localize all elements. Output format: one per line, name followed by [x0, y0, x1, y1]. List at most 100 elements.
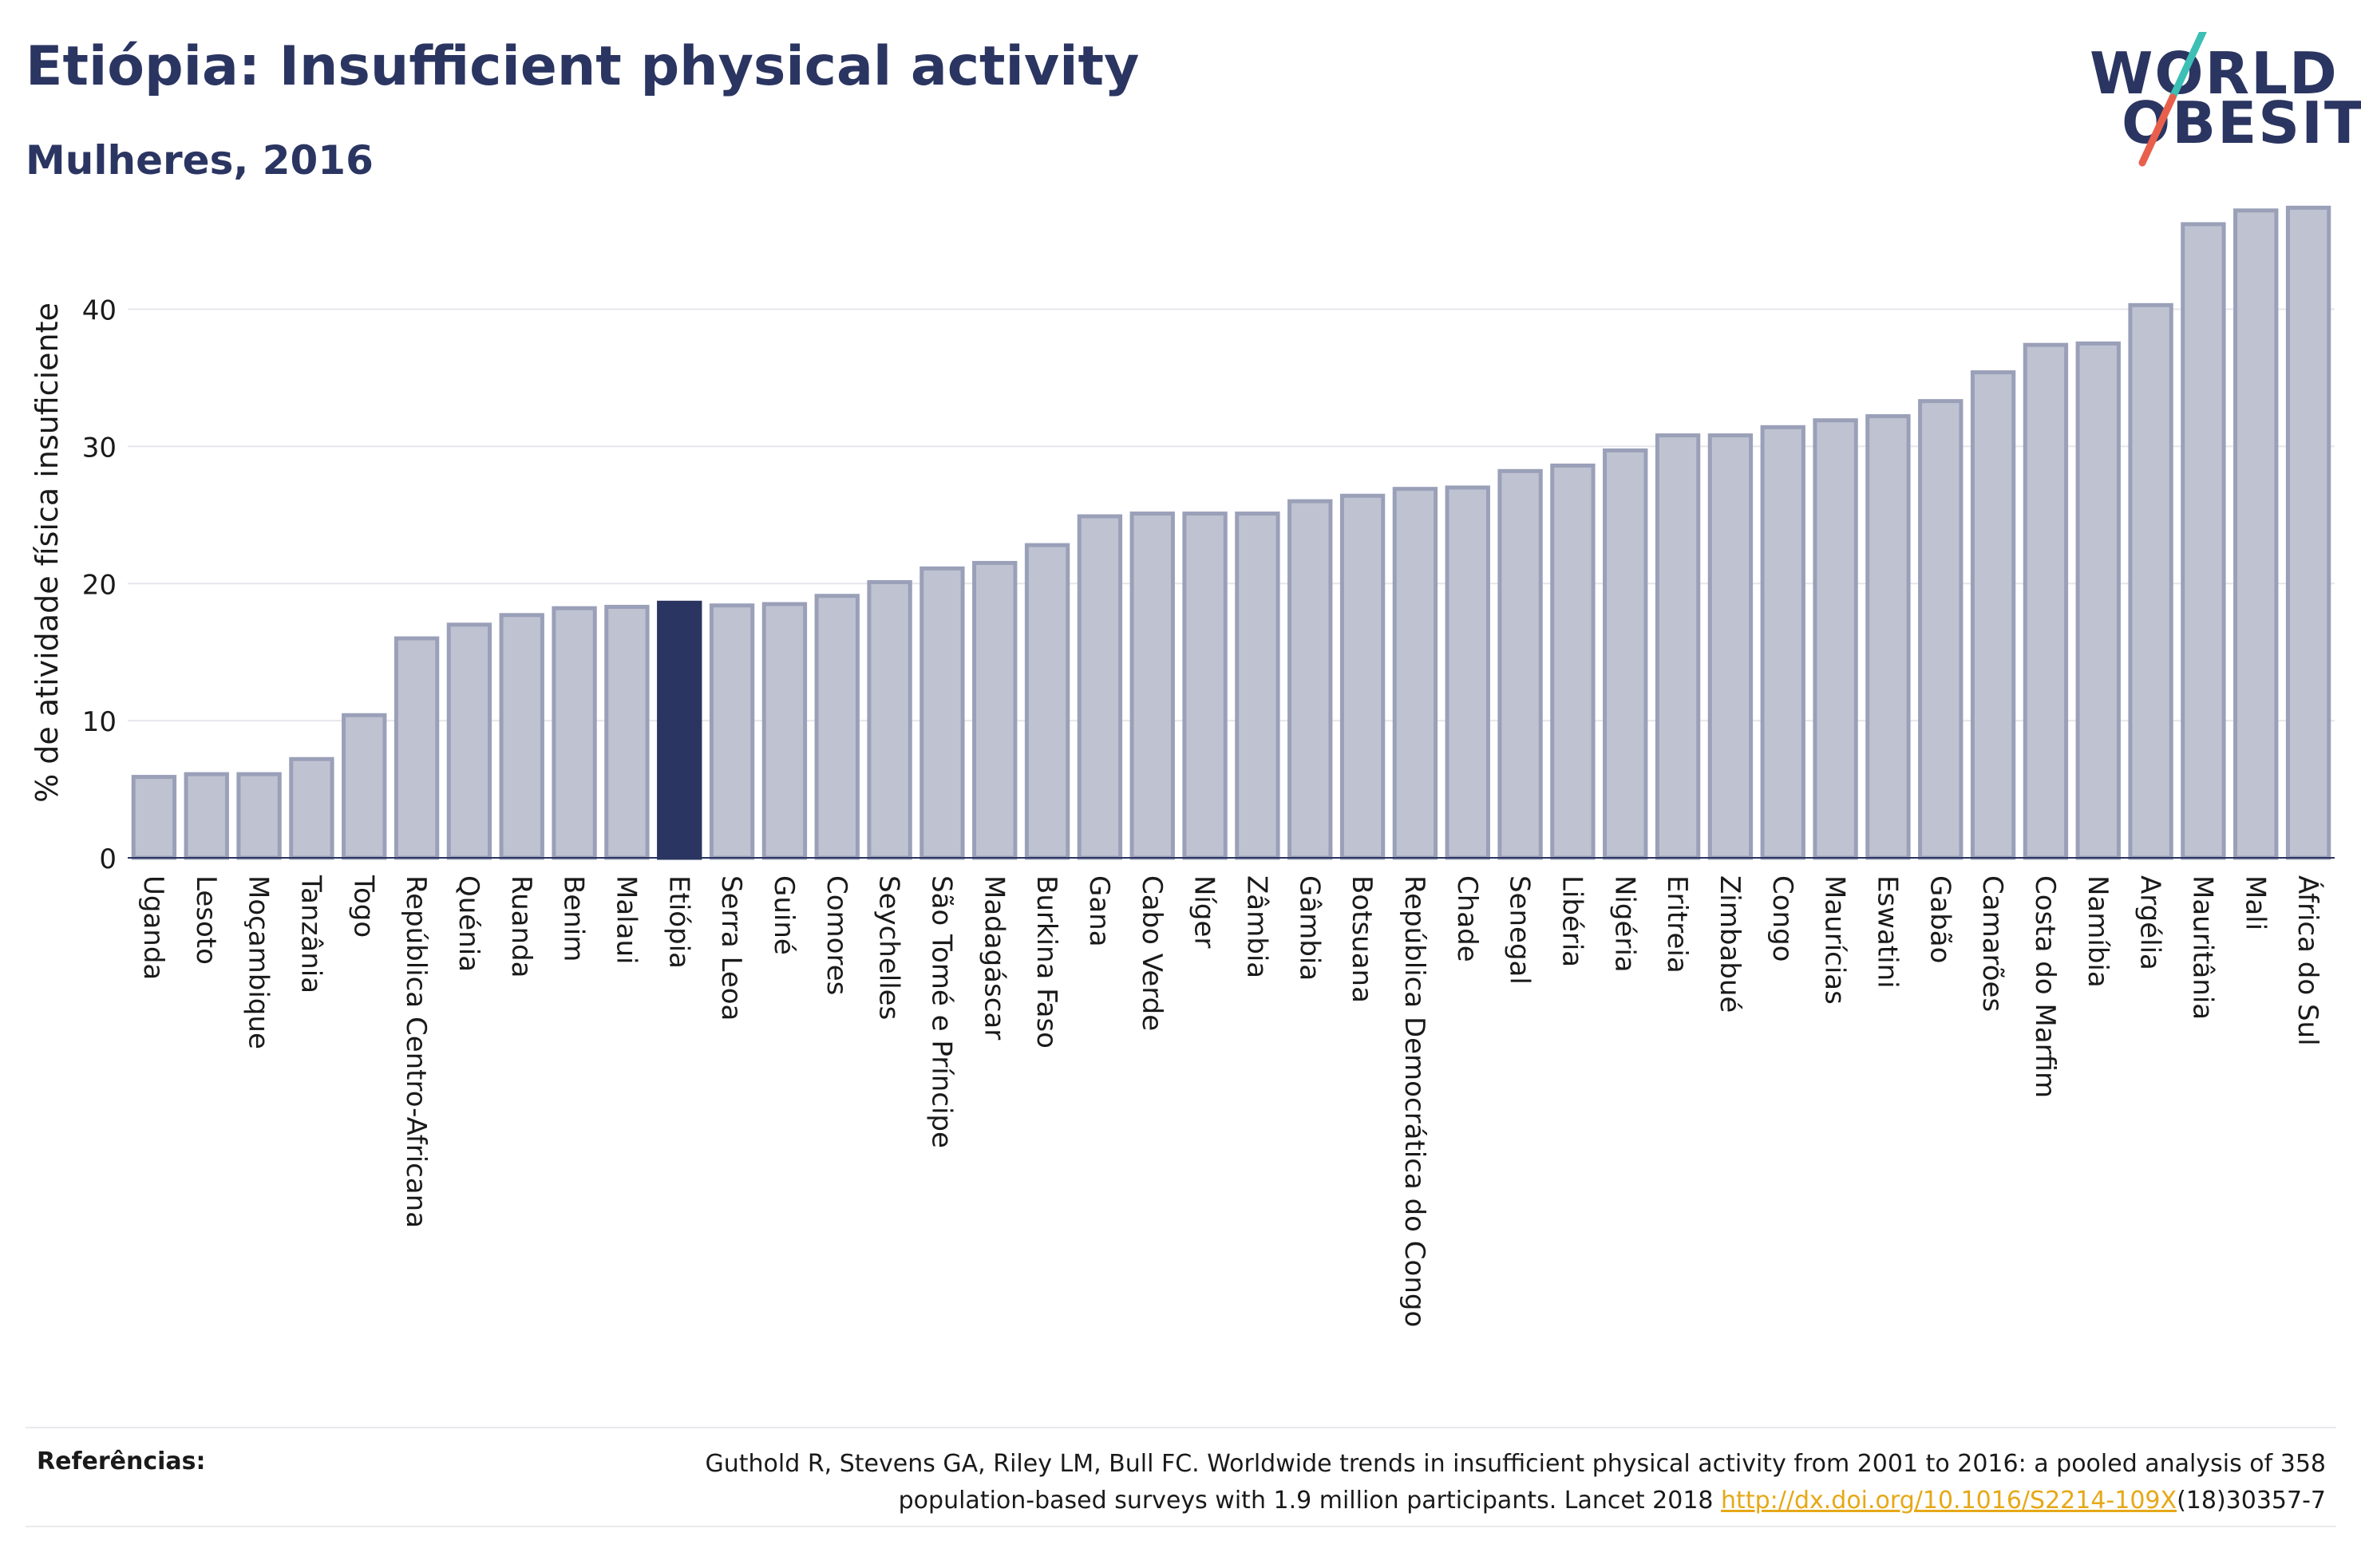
x-tick-label: Senegal	[1504, 875, 1536, 985]
x-tick-label: Mauritânia	[2186, 875, 2218, 1020]
bar	[289, 756, 334, 860]
reference-line-2-suffix: (18)30357-7	[2177, 1487, 2326, 1515]
x-tick-label: Namíbia	[2082, 875, 2114, 988]
x-tick-label: Gabão	[1924, 875, 1956, 963]
x-tick-label: São Tomé e Príncipe	[925, 875, 957, 1148]
logo-slash-icon	[2138, 32, 2207, 167]
x-tick-label: Gana	[1083, 875, 1115, 947]
x-tick-label: Benim	[558, 875, 590, 962]
x-tick-label: Botsuana	[1346, 875, 1378, 1003]
bar	[1287, 499, 1333, 860]
bar	[394, 636, 440, 860]
bar	[867, 580, 912, 860]
logo-text-world: WORLD	[2090, 40, 2339, 107]
bar	[1024, 543, 1070, 860]
bar	[1760, 425, 1805, 860]
x-tick-label: Congo	[1766, 875, 1798, 962]
bar	[1550, 463, 1596, 860]
bar	[1813, 418, 1858, 860]
x-tick-label: Eswatini	[1871, 875, 1903, 989]
bar	[761, 602, 808, 860]
bar	[972, 560, 1018, 860]
bar	[1603, 448, 1648, 860]
bar	[2285, 205, 2331, 860]
x-tick-label: Maurícias	[1819, 875, 1851, 1005]
bar-chart: 0 10 20 30 40 Uganda Lesoto Moçambique Tanzânia…	[30, 205, 2335, 1327]
bar	[2023, 342, 2069, 860]
bar	[919, 566, 965, 860]
x-tick-label: Chade	[1451, 875, 1483, 962]
reference-line-2: population-based surveys with 1.9 millio…	[490, 1483, 2326, 1519]
x-tick-label: África do Sul	[2292, 875, 2324, 1046]
x-tick-label: Costa do Marfim	[2029, 875, 2061, 1098]
bar	[1129, 511, 1175, 860]
bar	[1392, 487, 1438, 860]
bar	[1235, 511, 1280, 860]
x-tick-label: Seychelles	[873, 875, 905, 1020]
x-tick-label: Uganda	[137, 875, 169, 980]
x-tick-label: Madagáscar	[978, 875, 1010, 1040]
references-divider-top	[26, 1427, 2336, 1428]
x-tick-label: Libéria	[1556, 875, 1588, 967]
x-tick-label: República Democrática do Congo	[1398, 875, 1430, 1327]
bar	[1077, 514, 1123, 860]
y-tick-label: 30	[82, 432, 117, 464]
x-tick-label: Ruanda	[505, 875, 537, 978]
x-tick-label: Lesoto	[190, 875, 222, 965]
x-tick-label: Moçambique	[243, 875, 275, 1049]
x-tick-label: Zimbabué	[1714, 875, 1746, 1013]
world-obesity-logo: WORLD OBESITY	[2083, 32, 2361, 168]
bar	[604, 604, 650, 860]
y-tick-label: 10	[82, 706, 117, 738]
x-tick-label: Burkina Faso	[1030, 875, 1062, 1049]
x-tick-label: Guiné	[768, 875, 800, 955]
x-tick-label: Eritreia	[1661, 875, 1693, 974]
x-tick-label: Malaui	[610, 875, 642, 964]
references-label: Referências:	[37, 1448, 206, 1475]
x-tick-label: Camarões	[1976, 875, 2008, 1012]
references-divider-bottom	[26, 1526, 2336, 1527]
x-tick-label: Argélia	[2134, 875, 2166, 970]
reference-doi-link[interactable]: http://dx.doi.org/10.1016/S2214-109X	[1721, 1487, 2177, 1515]
reference-line-2-prefix: population-based surveys with 1.9 millio…	[898, 1487, 1722, 1515]
bar	[2233, 208, 2279, 860]
bar	[1970, 370, 2016, 860]
x-tick-label: Togo	[347, 875, 379, 938]
x-tick-label: Zâmbia	[1240, 875, 1272, 978]
bar	[552, 606, 597, 860]
bar	[1339, 493, 1386, 860]
x-tick-label: Nigéria	[1608, 875, 1640, 973]
bar	[446, 622, 492, 860]
bar	[1445, 485, 1490, 860]
x-tick-label: Gâmbia	[1293, 875, 1325, 981]
bar	[1497, 468, 1543, 860]
bar	[1182, 511, 1228, 860]
bar	[814, 594, 860, 860]
y-tick-label: 40	[82, 295, 117, 327]
x-tick-label: Mali	[2239, 875, 2271, 930]
bar	[499, 613, 544, 860]
page-title: Etiópia: Insufficient physical activity	[26, 35, 1140, 98]
bar	[2075, 341, 2121, 860]
bar	[1655, 433, 1701, 860]
bar	[1865, 414, 1911, 860]
bar-highlighted	[657, 600, 702, 860]
bar	[342, 713, 387, 860]
y-tick-label: 20	[82, 569, 117, 601]
bar	[2128, 302, 2173, 860]
references-text: Guthold R, Stevens GA, Riley LM, Bull FC…	[490, 1446, 2326, 1519]
bar	[709, 603, 755, 860]
bar	[1918, 399, 1964, 860]
x-tick-label: Cabo Verde	[1136, 875, 1168, 1031]
x-tick-label: Comores	[821, 875, 852, 995]
bar	[131, 775, 177, 860]
bar	[1707, 433, 1754, 860]
x-tick-label: Tanzânia	[295, 875, 326, 993]
x-tick-label: Etiópia	[662, 875, 694, 969]
bar	[236, 772, 282, 860]
x-tick-label: Níger	[1188, 875, 1220, 948]
bar	[2181, 222, 2226, 860]
reference-line-1: Guthold R, Stevens GA, Riley LM, Bull FC…	[705, 1450, 2326, 1478]
x-tick-label: Serra Leoa	[715, 875, 747, 1021]
x-tick-label: República Centro-Africana	[400, 875, 432, 1228]
